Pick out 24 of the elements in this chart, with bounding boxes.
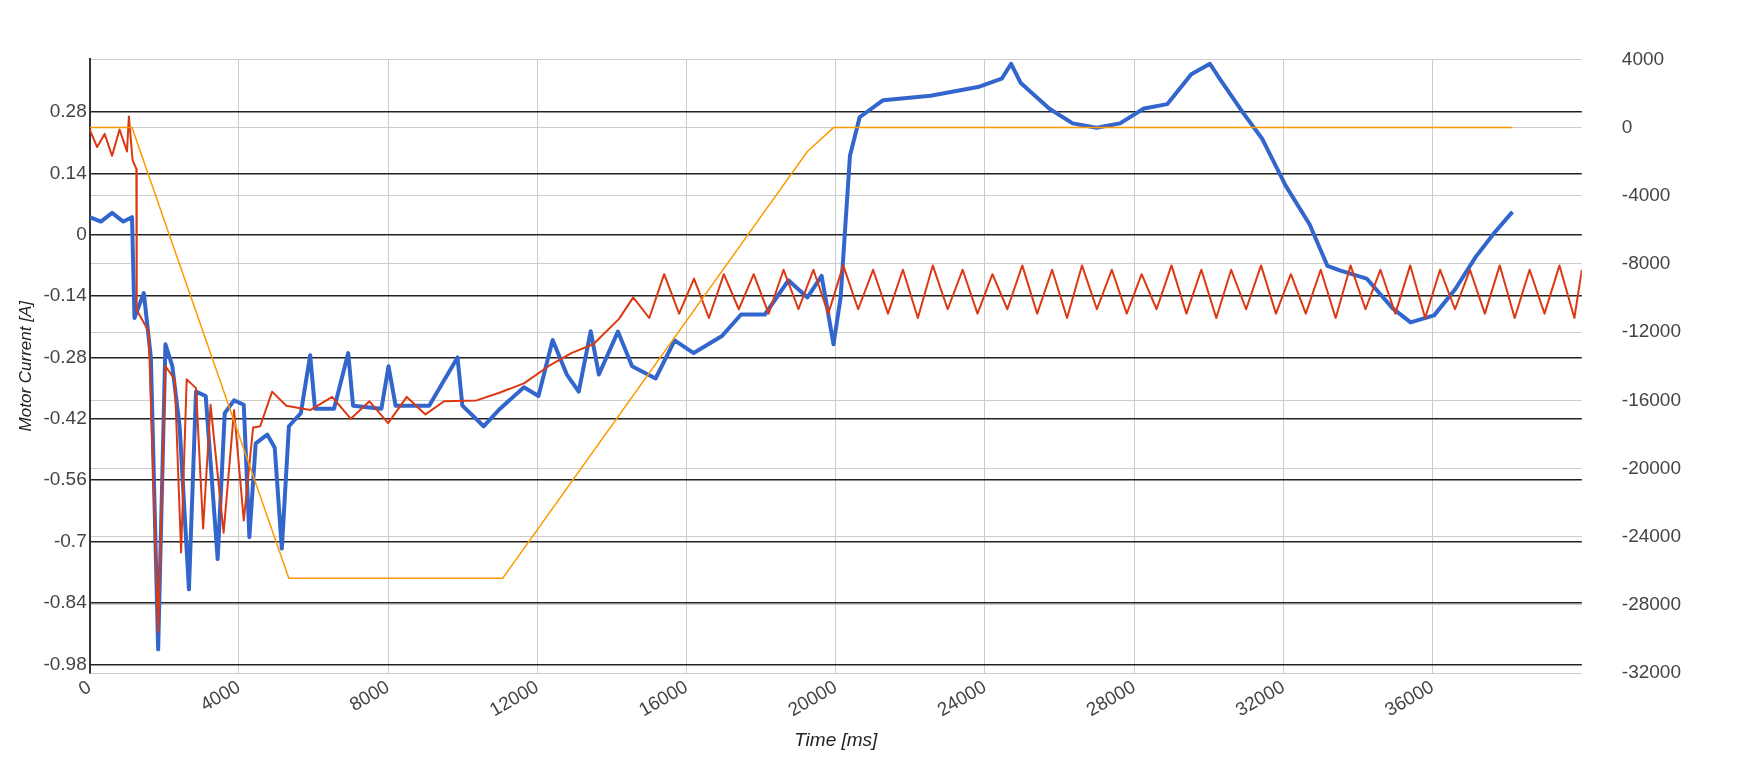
y2-tick-label: -32000 [1621,661,1682,683]
y2-tick-label: -16000 [1621,388,1682,410]
y-axis-title: Motor Current [A] [15,299,35,432]
y-tick-label: 0 [76,222,87,244]
y2-tick-label: -8000 [1621,252,1671,274]
y-tick-label: -0.14 [43,284,88,306]
y2-tick-label: -4000 [1621,184,1671,205]
y2-tick-label: 4000 [1621,47,1665,69]
y2-tick-label: 0 [1621,115,1633,137]
y-tick-label: -0.42 [43,407,87,429]
x-tick-label: 8000 [345,675,393,716]
y2-tick-label: -12000 [1621,320,1682,342]
y-tick-label: -0.7 [53,529,87,551]
y-tick-label: -0.84 [43,591,88,613]
x-tick-label: 4000 [196,675,244,716]
x-axis-title: Time [ms] [794,728,879,750]
y2-tick-label: -28000 [1621,593,1682,615]
y-tick-label: 0.14 [49,161,88,183]
y-tick-label: -0.56 [43,468,87,490]
y-tick-label: -0.28 [43,345,87,367]
y2-tick-label: -24000 [1621,524,1682,546]
y2-tick-label: -20000 [1621,456,1682,478]
y-tick-label: 0.28 [49,100,87,122]
y-tick-label: -0.98 [43,652,87,674]
